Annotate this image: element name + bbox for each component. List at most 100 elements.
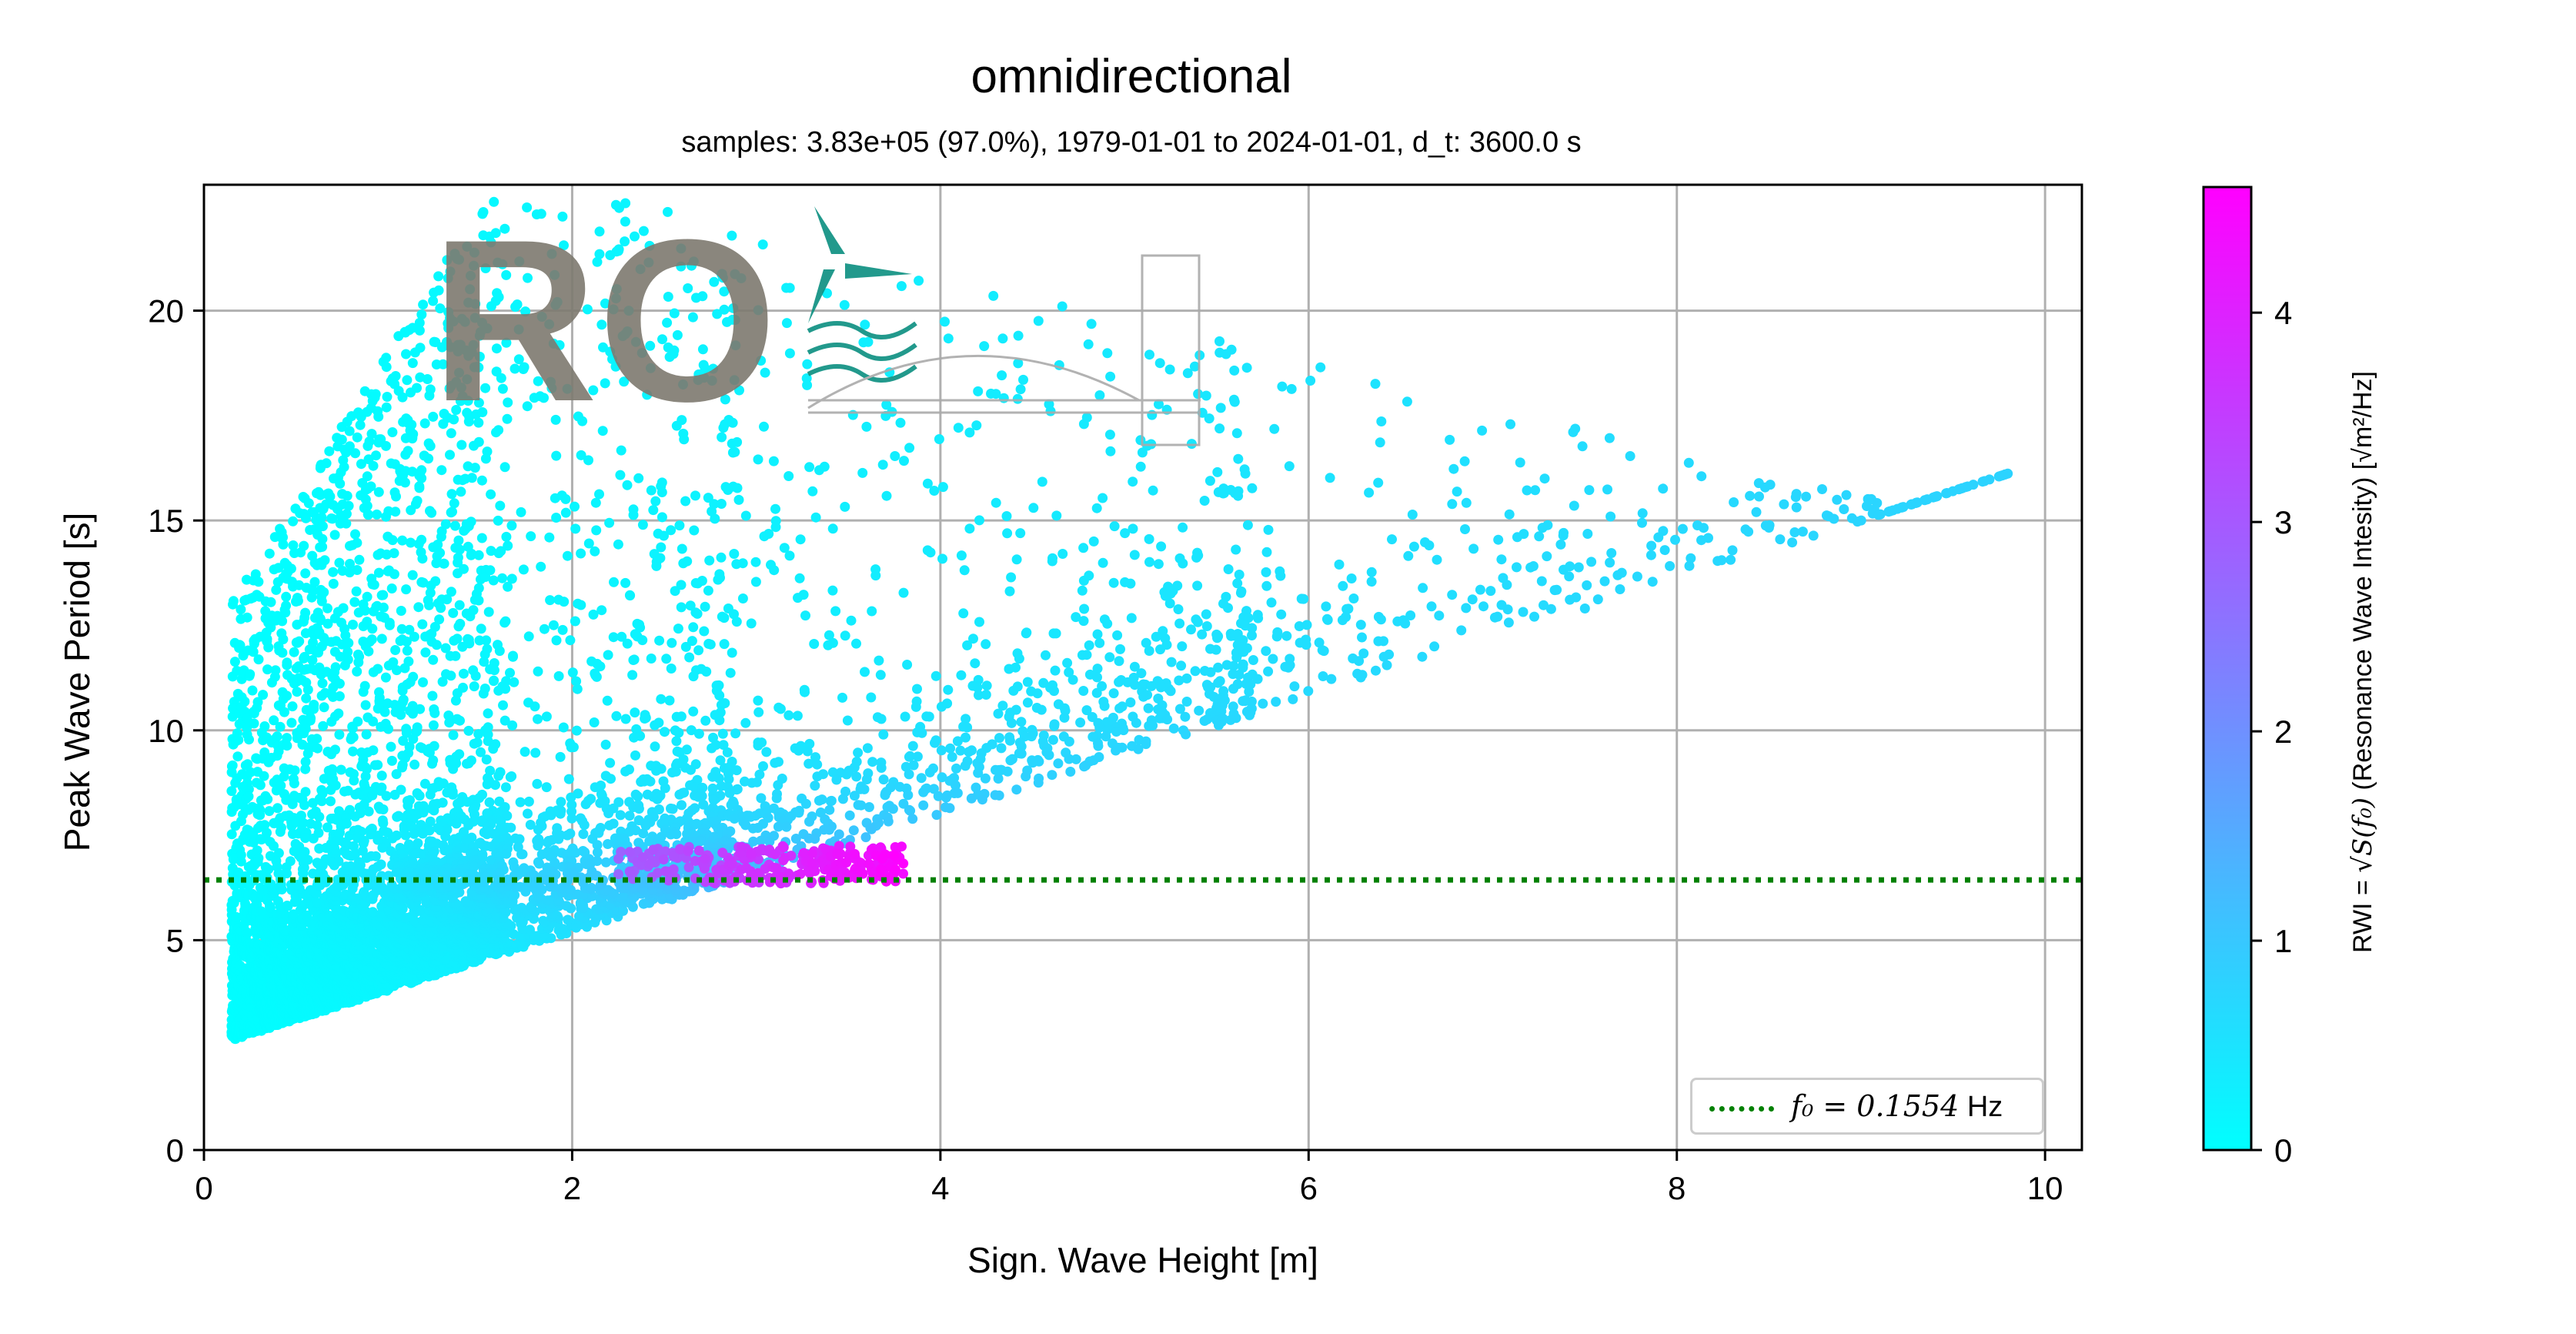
scatter-point — [502, 413, 513, 424]
scatter-point — [725, 667, 736, 678]
scatter-point — [910, 701, 921, 712]
scatter-point — [463, 396, 473, 406]
scatter-point — [362, 471, 373, 482]
scatter-point — [1231, 428, 1242, 439]
scatter-point — [688, 671, 699, 682]
scatter-point — [1008, 685, 1019, 696]
scatter-point — [275, 827, 286, 838]
scatter-point — [389, 790, 400, 800]
scatter-point — [355, 420, 366, 430]
scatter-point — [551, 635, 562, 646]
scatter-point — [1062, 657, 1073, 668]
scatter-point — [878, 729, 889, 740]
scatter-point — [896, 281, 907, 292]
scatter-point — [638, 226, 649, 236]
scatter-point — [666, 525, 677, 536]
scatter-point — [334, 691, 345, 701]
scatter-point — [480, 263, 491, 273]
scatter-point — [515, 797, 526, 807]
scatter-point — [770, 503, 780, 514]
scatter-point — [622, 638, 633, 649]
scatter-point — [235, 640, 246, 650]
scatter-point — [520, 747, 530, 757]
scatter-point — [651, 560, 662, 571]
scatter-point — [327, 513, 338, 524]
scatter-point — [1006, 572, 1017, 583]
scatter-point — [263, 642, 274, 653]
scatter-point — [462, 374, 473, 385]
scatter-point — [1315, 362, 1326, 373]
scatter-point — [305, 715, 316, 726]
scatter-point — [373, 567, 384, 578]
scatter-point — [610, 293, 621, 304]
scatter-point — [708, 363, 719, 374]
scatter-point — [523, 796, 534, 807]
scatter-point — [301, 693, 312, 704]
scatter-point — [974, 515, 984, 526]
scatter-point — [1144, 349, 1154, 360]
scatter-point — [532, 778, 543, 789]
scatter-point — [555, 808, 566, 819]
scatter-point — [1045, 406, 1056, 416]
scatter-point — [449, 520, 460, 531]
scatter-point — [289, 647, 299, 657]
scatter-point — [503, 397, 513, 408]
scatter-point — [798, 590, 809, 600]
scatter-point — [454, 367, 464, 378]
scatter-point — [253, 654, 264, 665]
scatter-point — [819, 461, 830, 472]
scatter-point — [912, 684, 922, 694]
scatter-point — [356, 459, 366, 470]
scatter-point — [714, 715, 725, 726]
scatter-point — [769, 565, 780, 576]
scatter-point — [279, 707, 289, 717]
scatter-point — [312, 743, 323, 754]
scatter-point — [389, 548, 399, 559]
scatter-point — [899, 456, 909, 466]
scatter-point — [1151, 631, 1161, 642]
scatter-point — [398, 735, 409, 746]
scatter-point — [991, 497, 1001, 508]
scatter-point — [396, 702, 406, 713]
scatter-point — [645, 340, 656, 351]
scatter-point — [276, 781, 286, 791]
scatter-point — [620, 714, 631, 724]
scatter-point — [352, 432, 363, 443]
scatter-point — [937, 482, 948, 493]
scatter-point — [408, 429, 419, 440]
scatter-point — [509, 677, 520, 687]
scatter-point — [898, 587, 909, 598]
scatter-point — [545, 595, 556, 606]
scatter-point — [1094, 390, 1105, 400]
scatter-point — [863, 336, 874, 347]
scatter-point — [505, 772, 516, 782]
scatter-point — [667, 637, 677, 648]
scatter-point — [560, 507, 571, 518]
scatter-point — [795, 534, 806, 545]
scatter-point — [890, 451, 900, 461]
scatter-point — [727, 647, 737, 658]
scatter-point — [249, 718, 259, 729]
scatter-point — [701, 667, 712, 677]
scatter-point — [364, 436, 375, 446]
scatter-point — [370, 389, 381, 400]
scatter-point — [473, 436, 484, 447]
scatter-point — [669, 345, 680, 356]
scatter-point — [477, 407, 488, 417]
scatter-point — [489, 665, 499, 676]
scatter-point — [269, 671, 280, 682]
scatter-point — [514, 256, 525, 267]
scatter-point — [1144, 533, 1154, 544]
scatter-point — [334, 729, 345, 740]
scatter-point — [423, 453, 434, 464]
scatter-point — [418, 577, 429, 588]
scatter-point — [348, 746, 358, 757]
scatter-point — [594, 489, 604, 500]
scatter-point — [925, 547, 936, 558]
scatter-point — [671, 736, 682, 747]
scatter-point — [446, 670, 456, 681]
scatter-point — [326, 796, 336, 807]
scatter-point — [640, 714, 650, 724]
scatter-point — [316, 512, 327, 523]
